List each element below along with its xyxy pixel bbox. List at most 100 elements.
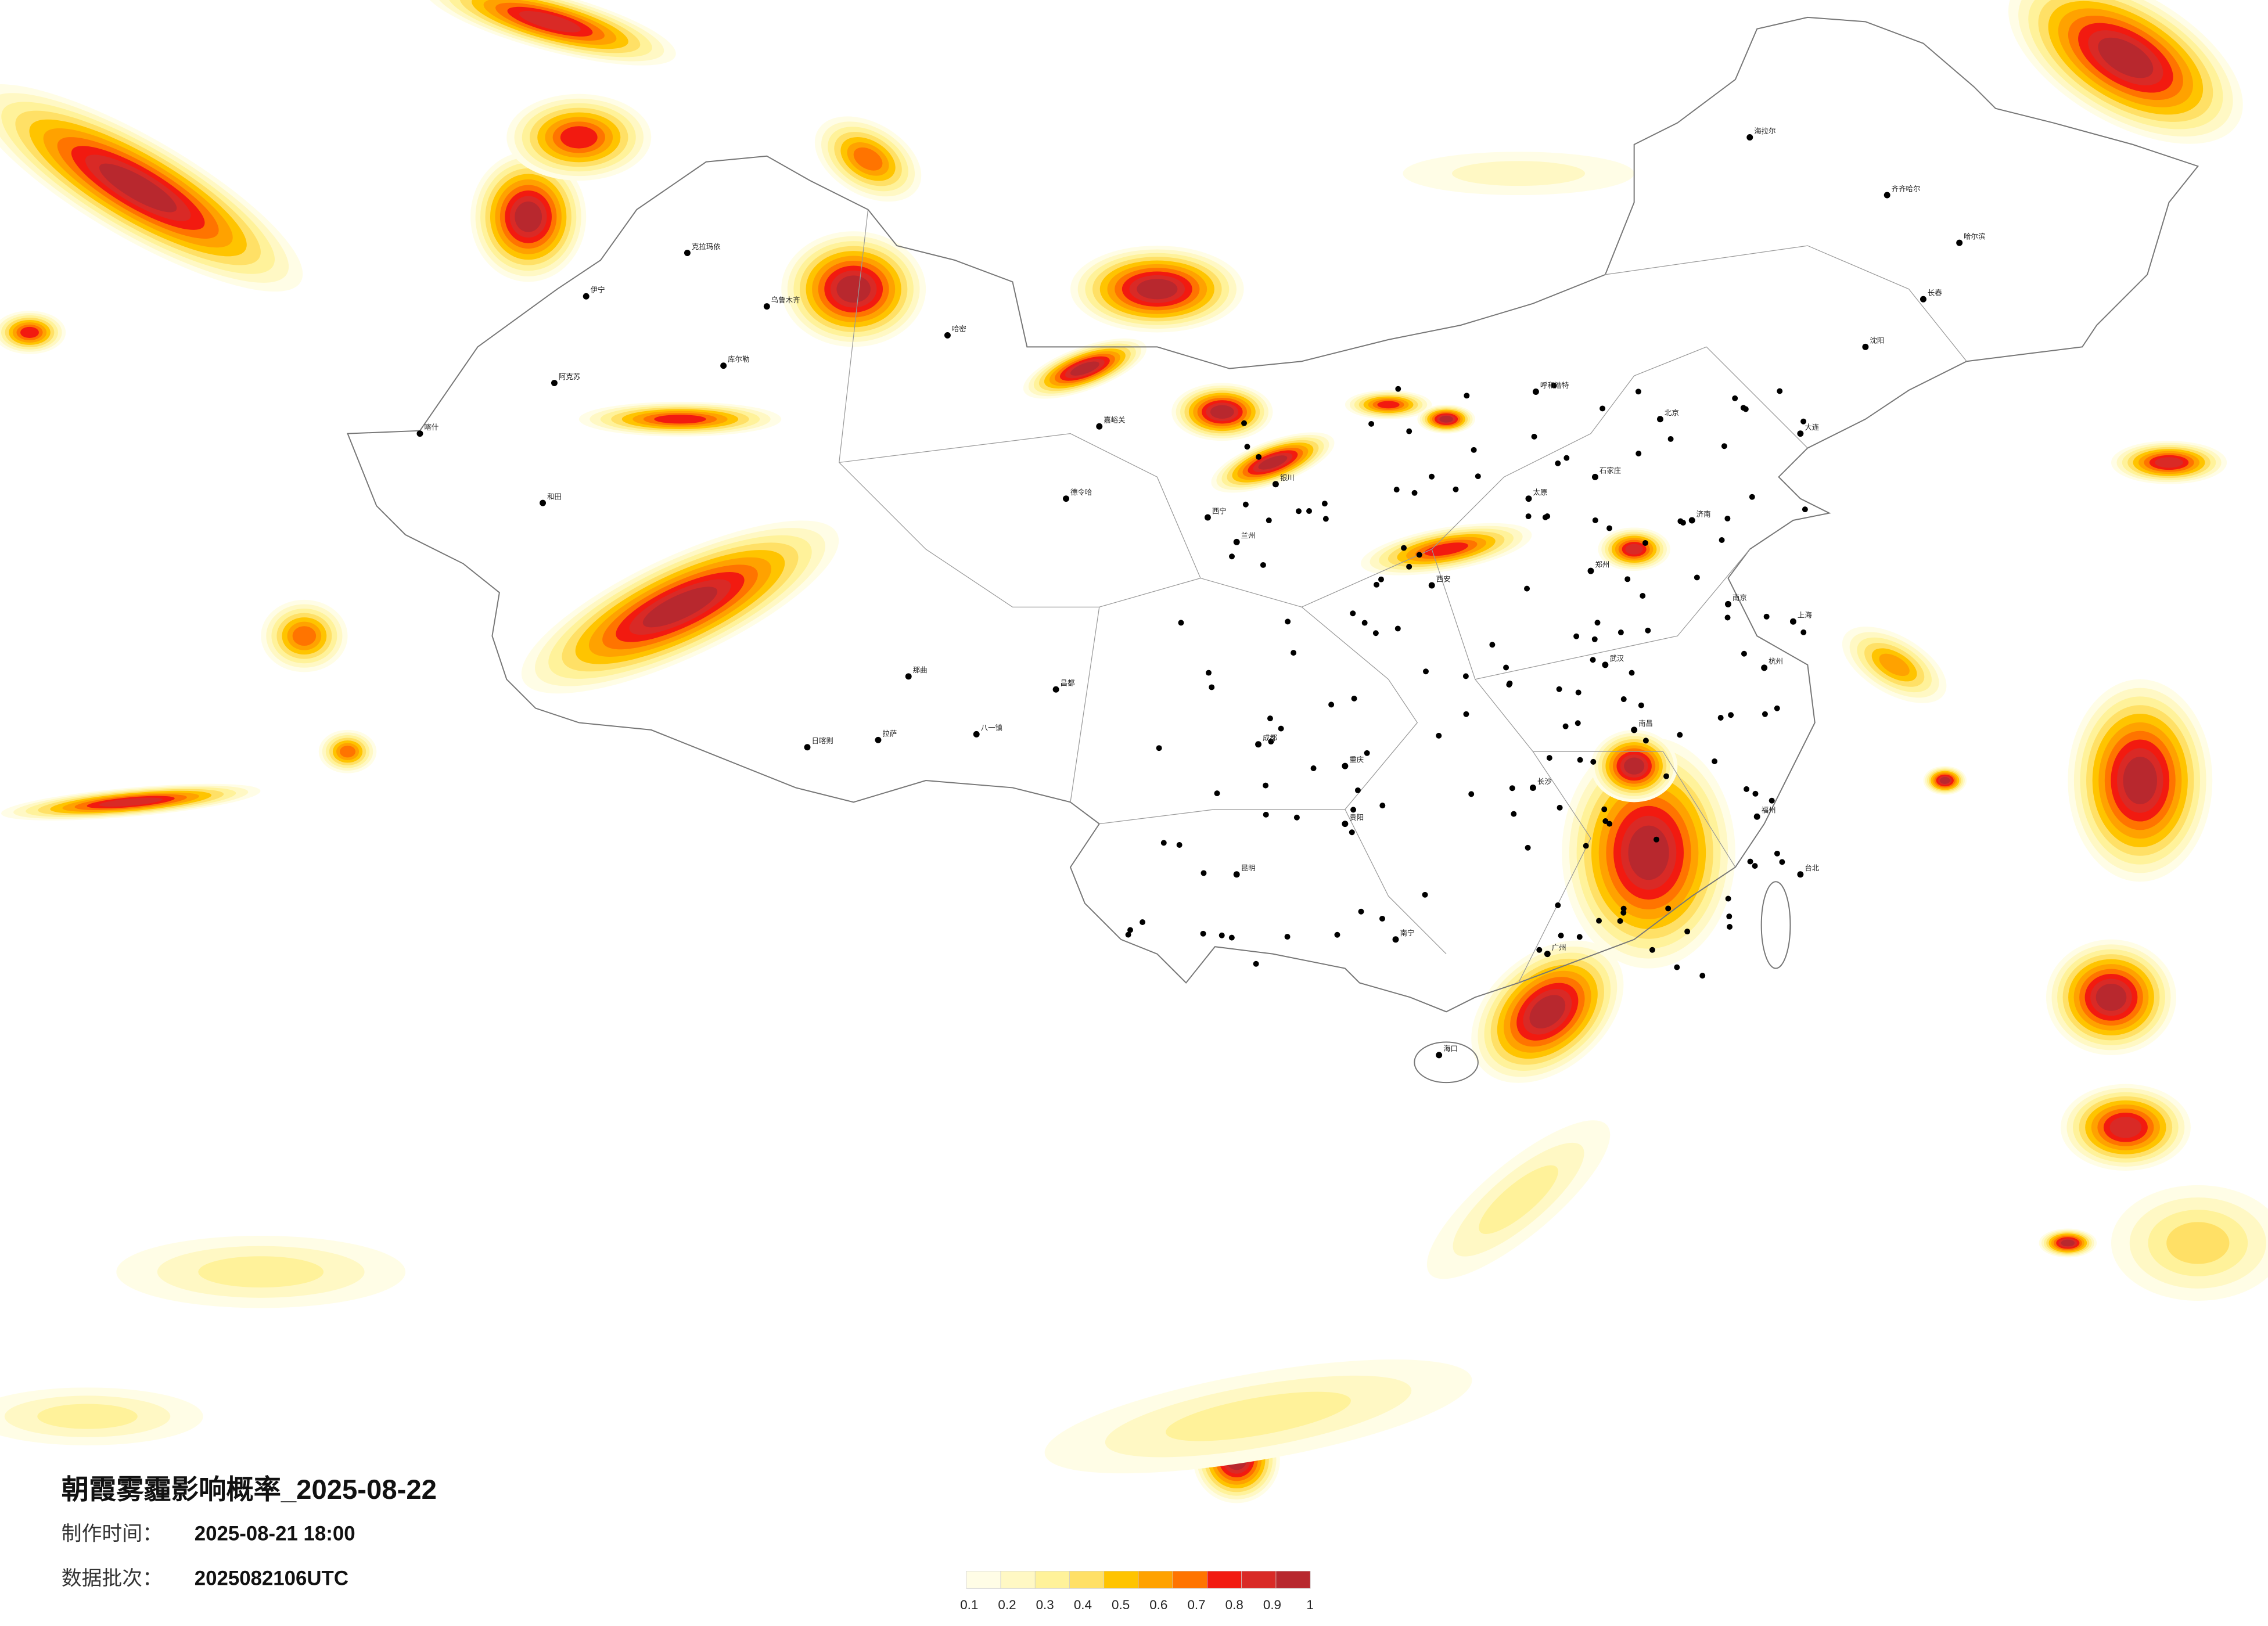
probability-area xyxy=(1166,1391,1351,1441)
probability-area xyxy=(2123,757,2158,804)
city-dot xyxy=(1160,840,1167,846)
city-dot xyxy=(1260,562,1266,568)
city-dot xyxy=(1674,964,1680,970)
city-dot xyxy=(1052,686,1059,693)
city-dot xyxy=(1464,393,1470,399)
city-dot xyxy=(1596,918,1602,924)
city-dot xyxy=(1590,758,1597,765)
city-dot xyxy=(1717,715,1724,721)
city-label: 济南 xyxy=(1696,509,1711,518)
city-dot xyxy=(1725,895,1731,902)
city-label: 郑州 xyxy=(1595,560,1609,569)
city-dot xyxy=(1372,630,1379,636)
city-dot xyxy=(1284,934,1291,940)
city-dot xyxy=(1063,495,1069,502)
city-label: 太原 xyxy=(1533,488,1547,497)
city-dot xyxy=(1665,905,1672,912)
probability-area xyxy=(2061,1239,2075,1247)
city-dot xyxy=(551,380,558,387)
city-dot xyxy=(1645,627,1651,634)
city-dot xyxy=(1291,650,1297,656)
legend-swatch xyxy=(1241,1571,1277,1589)
city-dot xyxy=(1463,711,1469,717)
city-dot xyxy=(1617,918,1623,924)
city-dot xyxy=(1642,738,1649,744)
city-dot xyxy=(1378,576,1384,582)
legend-label: 0.2 xyxy=(998,1598,1016,1612)
city-dot xyxy=(1156,745,1162,751)
probability-area xyxy=(1628,825,1669,880)
city-dot xyxy=(1546,755,1552,761)
city-dot xyxy=(1462,673,1469,679)
city-dot xyxy=(1293,814,1300,821)
city-dot xyxy=(763,303,770,310)
legend-swatch xyxy=(1207,1571,1242,1589)
city-dot xyxy=(1350,610,1356,617)
city-dot xyxy=(1789,618,1796,625)
city-dot xyxy=(1602,818,1609,825)
city-dot xyxy=(1732,395,1738,401)
probability-area xyxy=(1529,995,1566,1029)
city-dot xyxy=(1591,636,1598,642)
city-dot xyxy=(1310,765,1317,771)
city-dot xyxy=(1620,909,1627,916)
city-dot xyxy=(1525,513,1532,520)
probability-area xyxy=(515,202,542,232)
probability-area xyxy=(1070,361,1099,376)
probability-area xyxy=(519,10,581,33)
city-label: 上海 xyxy=(1798,611,1812,620)
city-dot xyxy=(1374,581,1380,588)
city-label: 海拉尔 xyxy=(1754,127,1775,135)
city-dot xyxy=(1306,508,1313,514)
city-dot xyxy=(1677,732,1683,738)
probability-area xyxy=(2098,37,2154,78)
city-dot xyxy=(1555,902,1561,908)
city-dot xyxy=(1096,423,1103,430)
city-dot xyxy=(1636,451,1642,456)
city-dot xyxy=(1635,388,1641,395)
city-dot xyxy=(1266,517,1272,524)
city-dot xyxy=(1774,850,1780,857)
city-label: 北京 xyxy=(1665,409,1679,417)
city-label: 银川 xyxy=(1280,474,1295,482)
city-label: 乌鲁木齐 xyxy=(771,296,800,304)
city-label: 克拉玛依 xyxy=(692,242,721,251)
probability-area xyxy=(1624,757,1645,775)
city-dot xyxy=(1727,924,1733,930)
city-dot xyxy=(1749,494,1755,500)
city-dot xyxy=(1532,388,1539,395)
city-label: 长春 xyxy=(1928,289,1942,297)
city-dot xyxy=(1536,947,1543,953)
city-dot xyxy=(416,430,423,437)
city-dot xyxy=(1699,973,1706,979)
city-dot xyxy=(1428,582,1435,589)
city-dot xyxy=(1719,537,1725,543)
city-dots xyxy=(416,134,1963,1059)
taiwan-border xyxy=(1760,881,1791,969)
city-dot xyxy=(1214,790,1220,797)
city-dot xyxy=(1361,620,1368,626)
legend-label: 0.7 xyxy=(1187,1598,1205,1612)
city-dot xyxy=(1416,552,1422,558)
legend: 0.1 0.2 0.3 0.4 0.5 0.6 0.7 0.8 0.9 1 xyxy=(960,1571,1314,1612)
made-label: 制作时间： xyxy=(62,1522,163,1545)
legend-label: 0.3 xyxy=(1036,1598,1054,1612)
title: 朝霞雾霾影响概率_2025-08-22 xyxy=(62,1474,437,1505)
city-dot xyxy=(1576,934,1583,940)
city-dot xyxy=(1583,843,1589,849)
probability-area xyxy=(560,126,598,149)
city-label: 库尔勒 xyxy=(728,355,749,364)
city-dot xyxy=(905,673,912,680)
city-dot xyxy=(1406,563,1412,570)
city-dot xyxy=(1267,715,1273,722)
city-dot xyxy=(1747,858,1753,865)
city-dot xyxy=(1620,696,1627,702)
city-dot xyxy=(1423,668,1429,675)
city-dot xyxy=(1779,859,1785,865)
city-dot xyxy=(1255,741,1262,748)
city-label: 南宁 xyxy=(1400,929,1414,937)
probability-area xyxy=(1439,415,1453,423)
city-dot xyxy=(1509,785,1515,792)
